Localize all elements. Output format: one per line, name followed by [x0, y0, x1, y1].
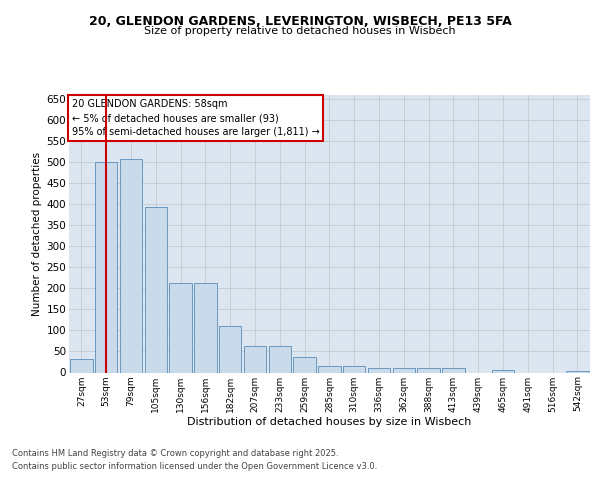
Bar	[169, 284, 192, 372]
Bar	[343, 366, 365, 372]
Text: 20 GLENDON GARDENS: 58sqm
← 5% of detached houses are smaller (93)
95% of semi-d: 20 GLENDON GARDENS: 58sqm ← 5% of detach…	[71, 99, 319, 137]
Bar	[442, 368, 464, 372]
Y-axis label: Number of detached properties: Number of detached properties	[32, 152, 43, 316]
X-axis label: Distribution of detached houses by size in Wisbech: Distribution of detached houses by size …	[187, 417, 472, 427]
Bar	[70, 359, 92, 372]
Text: Size of property relative to detached houses in Wisbech: Size of property relative to detached ho…	[144, 26, 456, 36]
Bar	[269, 346, 291, 372]
Bar	[418, 368, 440, 372]
Bar	[368, 368, 390, 372]
Bar	[145, 208, 167, 372]
Bar	[392, 368, 415, 372]
Bar	[244, 346, 266, 372]
Text: 20, GLENDON GARDENS, LEVERINGTON, WISBECH, PE13 5FA: 20, GLENDON GARDENS, LEVERINGTON, WISBEC…	[89, 15, 511, 28]
Text: Contains public sector information licensed under the Open Government Licence v3: Contains public sector information licen…	[12, 462, 377, 471]
Bar	[95, 162, 118, 372]
Bar	[219, 326, 241, 372]
Bar	[120, 160, 142, 372]
Bar	[318, 366, 341, 372]
Bar	[566, 371, 589, 372]
Bar	[293, 357, 316, 372]
Text: Contains HM Land Registry data © Crown copyright and database right 2025.: Contains HM Land Registry data © Crown c…	[12, 448, 338, 458]
Bar	[492, 370, 514, 372]
Bar	[194, 284, 217, 372]
